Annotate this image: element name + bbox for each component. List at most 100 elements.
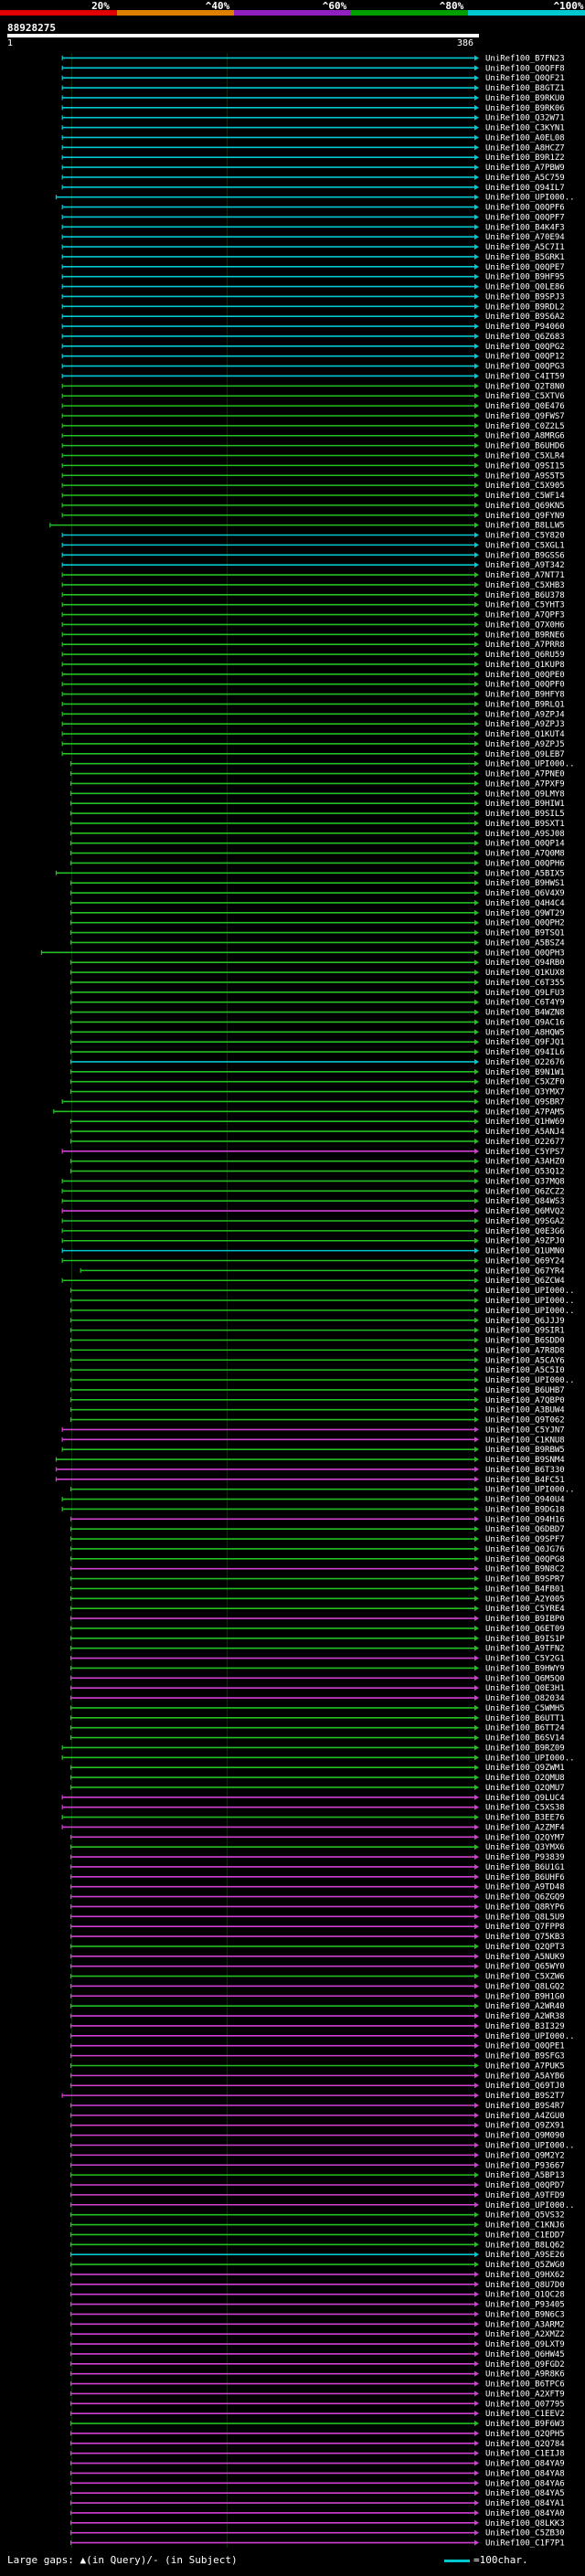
- hit-label[interactable]: UniRef100_Q0QP12: [485, 353, 565, 362]
- hit-label[interactable]: UniRef100_A9ZPJ3: [485, 720, 565, 729]
- hit-label[interactable]: UniRef100_B9RBW5: [485, 1446, 565, 1455]
- hit-label[interactable]: UniRef100_C1KNJ6: [485, 2221, 565, 2231]
- hit-label[interactable]: UniRef100_A5BP13: [485, 2171, 565, 2180]
- hit-label[interactable]: UniRef100_B9SPR7: [485, 1575, 565, 1585]
- hit-label[interactable]: UniRef100_A5C7I1: [485, 243, 565, 252]
- hit-label[interactable]: UniRef100_Q0QF21: [485, 74, 565, 83]
- hit-label[interactable]: UniRef100_Q0E3G6: [485, 1227, 565, 1236]
- hit-label[interactable]: UniRef100_Q5ZWG0: [485, 2261, 565, 2270]
- hit-label[interactable]: UniRef100_Q0QPH3: [485, 949, 565, 958]
- hit-label[interactable]: UniRef100_B9S2T7: [485, 2092, 565, 2101]
- hit-label[interactable]: UniRef100_Q84YA8: [485, 2469, 565, 2478]
- hit-label[interactable]: UniRef100_A9ZPJ4: [485, 710, 565, 719]
- hit-label[interactable]: UniRef100_Q0QPE0: [485, 671, 565, 680]
- hit-label[interactable]: UniRef100_Q7X0H6: [485, 620, 565, 630]
- hit-label[interactable]: UniRef100_C5XS38: [485, 1804, 565, 1813]
- hit-label[interactable]: UniRef100_Q6M5Q0: [485, 1674, 565, 1683]
- hit-label[interactable]: UniRef100_C5XGL1: [485, 541, 565, 550]
- hit-label[interactable]: UniRef100_Q0QPG3: [485, 363, 565, 372]
- hit-label[interactable]: UniRef100_A7PXF9: [485, 779, 565, 789]
- hit-label[interactable]: UniRef100_A5C759: [485, 174, 565, 183]
- hit-label[interactable]: UniRef100_B9SPJ3: [485, 292, 565, 302]
- hit-label[interactable]: UniRef100_A5CAY6: [485, 1356, 565, 1365]
- hit-label[interactable]: UniRef100_O22677: [485, 1138, 565, 1147]
- hit-label[interactable]: UniRef100_B6TPC6: [485, 2380, 565, 2390]
- hit-label[interactable]: UniRef100_Q84YA0: [485, 2509, 565, 2518]
- hit-label[interactable]: UniRef100_B6U1G1: [485, 1863, 565, 1872]
- hit-label[interactable]: UniRef100_A9SJ08: [485, 830, 565, 839]
- hit-label[interactable]: UniRef100_A5NUK9: [485, 1953, 565, 1962]
- hit-label[interactable]: UniRef100_C5WF14: [485, 492, 565, 501]
- hit-label[interactable]: UniRef100_B9N6C3: [485, 2310, 565, 2319]
- hit-label[interactable]: UniRef100_C5YHT3: [485, 601, 565, 610]
- hit-label[interactable]: UniRef100_B9H1G0: [485, 1992, 565, 2001]
- hit-label[interactable]: UniRef100_Q4H4C4: [485, 899, 565, 908]
- hit-label[interactable]: UniRef100_A9SE26: [485, 2251, 565, 2260]
- hit-label[interactable]: UniRef100_C3KYN1: [485, 124, 565, 133]
- hit-label[interactable]: UniRef100_UPI000..: [485, 1287, 575, 1296]
- hit-label[interactable]: UniRef100_A8HQW5: [485, 1028, 565, 1037]
- hit-label[interactable]: UniRef100_Q84YA9: [485, 2460, 565, 2469]
- hit-label[interactable]: UniRef100_A9ZPJ5: [485, 740, 565, 749]
- hit-label[interactable]: UniRef100_Q69Y24: [485, 1256, 565, 1266]
- hit-label[interactable]: UniRef100_Q0QPE7: [485, 263, 565, 272]
- hit-label[interactable]: UniRef100_A2WR40: [485, 2002, 565, 2011]
- hit-label[interactable]: UniRef100_Q1HW69: [485, 1118, 565, 1127]
- hit-label[interactable]: UniRef100_C1EIJ8: [485, 2450, 565, 2459]
- hit-label[interactable]: UniRef100_Q53Q12: [485, 1168, 565, 1177]
- hit-label[interactable]: UniRef100_P93405: [485, 2301, 565, 2310]
- hit-label[interactable]: UniRef100_B9RLQ1: [485, 700, 565, 709]
- hit-label[interactable]: UniRef100_Q0QPD7: [485, 2181, 565, 2190]
- hit-label[interactable]: UniRef100_Q6RU59: [485, 651, 565, 660]
- hit-label[interactable]: UniRef100_A7PAM5: [485, 1108, 565, 1117]
- hit-label[interactable]: UniRef100_UPI000..: [485, 1307, 575, 1316]
- hit-label[interactable]: UniRef100_Q67YR4: [485, 1267, 565, 1276]
- hit-label[interactable]: UniRef100_Q9ZWM1: [485, 1764, 565, 1773]
- hit-label[interactable]: UniRef100_O22676: [485, 1058, 565, 1067]
- hit-label[interactable]: UniRef100_Q69TJ0: [485, 2082, 565, 2091]
- hit-label[interactable]: UniRef100_Q6Z683: [485, 333, 565, 342]
- hit-label[interactable]: UniRef100_A5ANJ4: [485, 1128, 565, 1137]
- hit-label[interactable]: UniRef100_Q37MQ8: [485, 1177, 565, 1186]
- hit-label[interactable]: UniRef100_C1F7P1: [485, 2539, 565, 2549]
- hit-label[interactable]: UniRef100_UPI000..: [485, 1297, 575, 1306]
- hit-label[interactable]: UniRef100_Q9LXT9: [485, 2340, 565, 2349]
- hit-label[interactable]: UniRef100_UPI000..: [485, 2032, 575, 2041]
- hit-label[interactable]: UniRef100_P93839: [485, 1853, 565, 1862]
- hit-label[interactable]: UniRef100_Q6V4X9: [485, 889, 565, 898]
- hit-label[interactable]: UniRef100_A9T342: [485, 561, 565, 570]
- hit-label[interactable]: UniRef100_A9S5T5: [485, 472, 565, 481]
- hit-label[interactable]: UniRef100_Q8LKK3: [485, 2519, 565, 2528]
- hit-label[interactable]: UniRef100_B4FB01: [485, 1585, 565, 1594]
- hit-label[interactable]: UniRef100_Q0QPF6: [485, 204, 565, 213]
- hit-label[interactable]: UniRef100_C5WMH5: [485, 1704, 565, 1713]
- hit-label[interactable]: UniRef100_B9HF95: [485, 273, 565, 282]
- hit-label[interactable]: UniRef100_Q0JG76: [485, 1545, 565, 1554]
- hit-label[interactable]: UniRef100_A2XFT9: [485, 2390, 565, 2399]
- hit-label[interactable]: UniRef100_Q65WY0: [485, 1963, 565, 1972]
- hit-label[interactable]: UniRef100_B9GSS6: [485, 551, 565, 560]
- hit-label[interactable]: UniRef100_Q9LMY8: [485, 790, 565, 799]
- hit-label[interactable]: UniRef100_B9HIW1: [485, 800, 565, 809]
- hit-label[interactable]: UniRef100_Q2QMU7: [485, 1784, 565, 1793]
- hit-label[interactable]: UniRef100_Q2Q784: [485, 2440, 565, 2449]
- hit-label[interactable]: UniRef100_Q1KUT4: [485, 730, 565, 739]
- hit-label[interactable]: UniRef100_C5X905: [485, 482, 565, 491]
- hit-label[interactable]: UniRef100_B6T330: [485, 1466, 565, 1475]
- hit-label[interactable]: UniRef100_B8LLW5: [485, 522, 565, 531]
- hit-label[interactable]: UniRef100_B6UHF6: [485, 1873, 565, 1882]
- hit-label[interactable]: UniRef100_A7PUK5: [485, 2062, 565, 2071]
- hit-label[interactable]: UniRef100_Q84YA1: [485, 2499, 565, 2508]
- hit-label[interactable]: UniRef100_C5YPS7: [485, 1148, 565, 1157]
- hit-label[interactable]: UniRef100_B9SFG3: [485, 2052, 565, 2062]
- hit-label[interactable]: UniRef100_Q94RB0: [485, 959, 565, 968]
- hit-label[interactable]: UniRef100_A8HCZ7: [485, 143, 565, 153]
- hit-label[interactable]: UniRef100_UPI000..: [485, 1486, 575, 1495]
- hit-label[interactable]: UniRef100_Q9SPF7: [485, 1535, 565, 1544]
- hit-label[interactable]: UniRef100_B4FC51: [485, 1476, 565, 1485]
- hit-label[interactable]: UniRef100_A7QPF3: [485, 611, 565, 620]
- hit-label[interactable]: UniRef100_Q0QFF8: [485, 64, 565, 73]
- hit-label[interactable]: UniRef100_P93667: [485, 2161, 565, 2170]
- hit-label[interactable]: UniRef100_Q0E476: [485, 402, 565, 411]
- hit-label[interactable]: UniRef100_Q0QPE1: [485, 2042, 565, 2051]
